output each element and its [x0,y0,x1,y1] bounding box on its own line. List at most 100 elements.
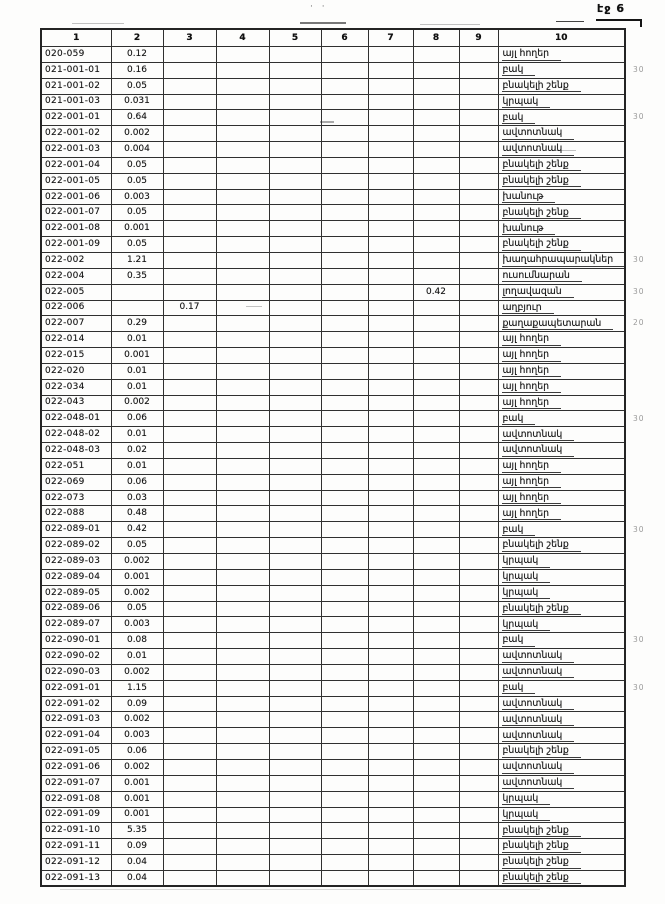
cell-usage: բնակելի շենք [497,854,626,871]
usage-label: բնակելի շենք [501,825,581,837]
cell-col9 [458,489,499,507]
cell-col6 [320,711,369,729]
table-row: 022-048-01 0.06 բակ [40,410,626,428]
cell-col8 [412,679,460,697]
cell-col5 [268,251,322,269]
cell-col3 [162,806,217,824]
cell-col9 [458,410,499,428]
cell-col9 [458,695,499,713]
cell-col9 [458,648,499,665]
scan-artifact [72,23,124,24]
cell-col8 [412,584,460,602]
usage-label: բնակելի շենք [501,80,581,93]
cell-col8 [412,743,460,760]
cell-col2: 1.21 [110,251,164,269]
cell-col7 [367,663,414,681]
cell-usage: կրպակ [497,93,626,111]
usage-label: բակ [501,64,536,77]
cell-usage: այլ հողեր [497,378,626,396]
cell-col3 [162,553,217,570]
cell-col3 [162,727,217,745]
usage-label: ավտոտնակ [501,444,575,457]
cell-col9 [458,283,499,301]
cell-col6 [320,426,369,444]
cell-col8 [412,568,460,586]
cell-usage: կրպակ [497,568,626,586]
cell-col5 [268,362,322,380]
usage-label: այլ հողեր [501,333,562,346]
usage-label: այլ հողեր [501,460,562,473]
cell-usage: ավտոտնակ [497,125,626,143]
cell-col6 [320,679,369,697]
cell-col2: 0.003 [110,188,164,206]
table-row: 022-090-03 0.002 ավտոտնակ [40,663,626,681]
cell-col5 [268,584,322,602]
cell-col3 [162,220,217,238]
cell-col7 [367,251,414,269]
cell-col6 [320,600,369,618]
cell-col6 [320,632,369,650]
cell-col4 [215,758,270,776]
cell-col6 [320,774,369,792]
cell-col3 [162,457,217,475]
cell-col8 [412,790,460,808]
cell-col2: 0.002 [110,553,164,570]
cell-col4 [215,267,270,285]
cell-parcel-code: 021-001-03 [40,93,112,111]
cell-col7 [367,172,414,190]
cell-col2: 0.05 [110,172,164,190]
cell-parcel-code: 022-091-01 [40,679,112,697]
cell-col2: 0.05 [110,77,164,95]
cell-col4 [215,679,270,697]
cell-col7 [367,711,414,729]
cell-col5 [268,220,322,238]
cell-usage: կրպակ [497,806,626,824]
cell-col3 [162,838,217,856]
cell-usage: բնակելի շենք [497,838,626,856]
cell-col7 [367,442,414,459]
cell-parcel-code: 021-001-01 [40,61,112,79]
cell-col8 [412,299,460,317]
cell-col7 [367,600,414,618]
cell-col7 [367,299,414,317]
cell-col4 [215,774,270,792]
cell-col8 [412,267,460,285]
usage-label: ավտոտնակ [501,698,575,711]
cell-col3 [162,822,217,840]
cell-parcel-code: 022-004 [40,267,112,285]
cell-col5 [268,156,322,174]
cell-usage: այլ հողեր [497,46,626,63]
cell-col7 [367,616,414,634]
cell-parcel-code: 022-089-07 [40,616,112,634]
cell-usage: բակ [497,109,626,127]
cell-col4 [215,204,270,222]
cell-col2: 0.04 [110,869,164,887]
cell-col5 [268,109,322,127]
cell-parcel-code: 022-048-03 [40,442,112,459]
column-header-8: 8 [412,28,460,47]
cell-col7 [367,410,414,428]
parcel-table: 1 2 3 4 5 6 7 8 9 10 020-059 0.12 այլ հողեր 021-001-… [40,28,626,888]
cell-col3: 0.17 [162,299,217,317]
cell-col9 [458,378,499,396]
cell-parcel-code: 022-002 [40,251,112,269]
usage-label: բակ [501,413,536,425]
cell-col6 [320,236,369,253]
margin-mark: 30 [633,683,645,692]
cell-col8 [412,489,460,507]
cell-col6 [320,584,369,602]
cell-col2: 0.05 [110,537,164,554]
cell-col4 [215,188,270,206]
cell-col7 [367,806,414,824]
page-number-label: էջ 6 [597,2,625,15]
cell-col5 [268,806,322,824]
cell-col8 [412,46,460,63]
cell-col4 [215,505,270,523]
cell-col9 [458,331,499,349]
column-header-2: 2 [110,28,164,47]
usage-label: կրպակ [501,587,551,600]
cell-col2: 0.16 [110,61,164,79]
cell-col9 [458,156,499,174]
table-row: 022-091-04 0.003 ավտոտնակ [40,727,626,745]
cell-col6 [320,220,369,238]
